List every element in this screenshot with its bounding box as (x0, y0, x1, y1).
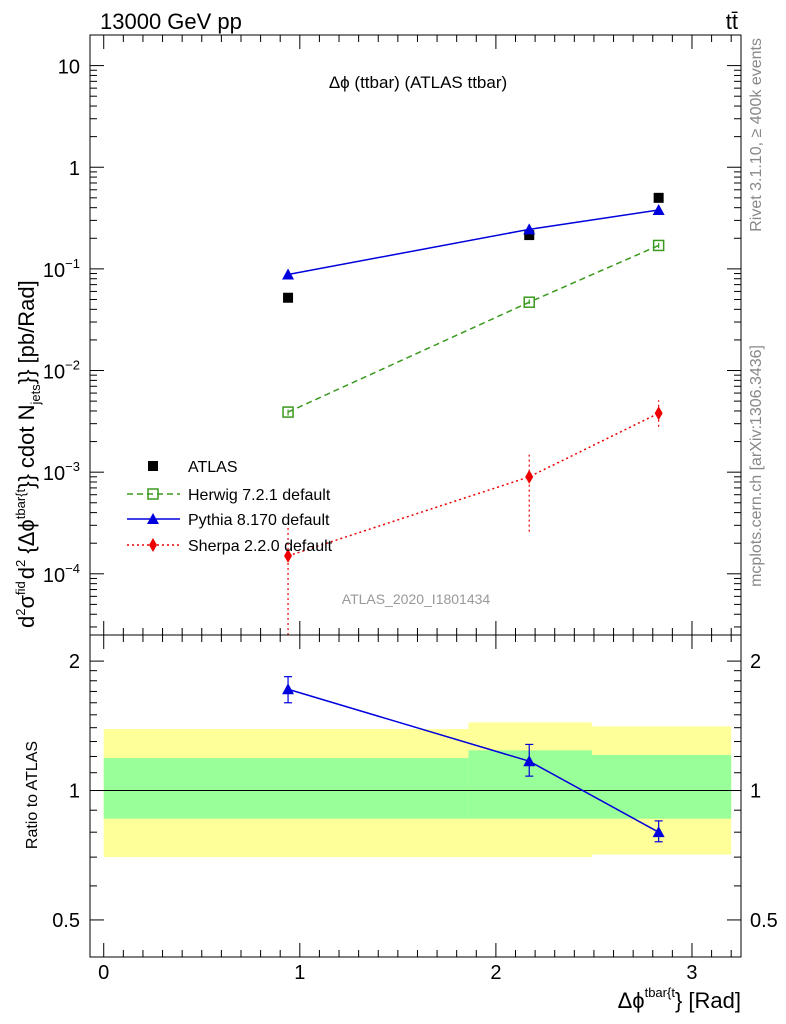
ylabel-brace: {Δϕ (14, 519, 39, 559)
y-tick-base: 10 (43, 463, 65, 485)
analysis-watermark: ATLAS_2020_I1801434 (342, 591, 491, 607)
ratio-y-tick-label: 0.5 (52, 910, 80, 932)
data-point (282, 406, 294, 418)
chart-title: Δϕ (ttbar) (ATLAS ttbar) (329, 73, 507, 92)
legend-marker (149, 538, 157, 552)
main-series (282, 192, 665, 635)
legend-label: Sherpa 2.2.0 default (188, 538, 333, 555)
ylabel-jets: jets (28, 384, 43, 406)
legend-marker (148, 461, 158, 471)
x-tick-label: 0 (98, 962, 109, 984)
main-y-axis-label: d2σfidd2 {Δϕtbar{t}} cdot Njets}} [pb/Ra… (13, 280, 43, 628)
mcplots-label: mcplots.cern.ch [arXiv:1306.3436] (748, 345, 765, 587)
data-point (282, 683, 295, 695)
legend-item: Herwig 7.2.1 default (127, 487, 331, 504)
y-tick-label: 10−3 (43, 459, 80, 485)
legend-item: ATLAS (148, 459, 238, 476)
legend-label: Herwig 7.2.1 default (188, 487, 331, 504)
legend-label: Pythia 8.170 default (188, 512, 330, 529)
ratio-bands (103, 722, 732, 858)
xlabel-delta: Δϕ (618, 988, 645, 1013)
data-point (652, 239, 665, 252)
ratio-y-tick-label-right: 0.5 (750, 910, 778, 932)
ratio-axis-ticks: 0.5 0.5 1 1 2 2 0 1 2 3 (52, 635, 778, 984)
data-point (652, 203, 665, 215)
uncertainty-band-inner (103, 758, 469, 819)
legend: ATLAS Herwig 7.2.1 default Pythia 8.170 de… (127, 459, 333, 555)
series-open-square (282, 239, 665, 418)
ratio-y-tick-label-right: 1 (750, 781, 761, 803)
legend-marker (147, 513, 159, 524)
ratio-series (282, 676, 665, 843)
ratio-y-tick-label: 2 (69, 651, 80, 673)
legend-item: Sherpa 2.2.0 default (127, 538, 333, 555)
data-point (524, 230, 535, 241)
ratio-y-tick-label: 1 (69, 781, 80, 803)
ylabel-tbar: tbar{t (13, 488, 28, 519)
process-label: tt̄ (726, 9, 738, 34)
x-tick-label: 1 (294, 962, 305, 984)
ylabel-sup2a: 2 (13, 609, 28, 616)
x-axis-label: Δϕtbar{t} [Rad] (618, 985, 741, 1013)
ylabel-d1: d (14, 616, 39, 628)
y-tick-base: 10 (58, 57, 80, 79)
data-point (525, 469, 534, 484)
ratio-y-tick-label-right: 2 (750, 651, 761, 673)
xlabel-sup: tbar{t (645, 985, 676, 1000)
data-point (523, 296, 535, 308)
y-tick-base: 1 (69, 158, 80, 180)
ylabel-d2: d (14, 567, 39, 579)
ylabel-sigma: σ (14, 595, 39, 609)
data-point (523, 755, 536, 767)
legend-item: Pythia 8.170 default (127, 512, 330, 529)
data-point (654, 406, 663, 421)
y-tick-exp: −1 (65, 256, 80, 271)
data-point (284, 548, 293, 563)
data-point (653, 192, 664, 203)
uncertainty-band-inner (591, 754, 732, 819)
y-tick-exp: −4 (65, 561, 80, 576)
x-tick-label: 2 (490, 962, 501, 984)
ylabel-unit: }} [pb/Rad] (14, 280, 39, 384)
ratio-series-triangle (282, 676, 665, 843)
data-point (282, 268, 295, 280)
y-tick-base: 10 (43, 260, 65, 282)
series-diamond (284, 400, 663, 635)
xlabel-rest: } [Rad] (675, 988, 741, 1013)
y-tick-exp: −3 (65, 459, 80, 474)
data-point (652, 826, 665, 838)
ylabel-sup2b: 2 (13, 560, 28, 567)
y-tick-label: 10−1 (43, 256, 80, 282)
y-tick-label: 10−2 (43, 358, 80, 384)
x-tick-label: 3 (686, 962, 697, 984)
ylabel-fid: fid (13, 581, 28, 595)
data-point (523, 223, 536, 235)
legend-marker (147, 488, 159, 500)
y-tick-exp: −2 (65, 358, 80, 373)
y-tick-base: 10 (43, 362, 65, 384)
ratio-y-axis-label: Ratio to ATLAS (24, 741, 41, 849)
energy-label: 13000 GeV pp (100, 9, 242, 34)
y-tick-base: 10 (43, 565, 65, 587)
series-triangle (282, 203, 665, 280)
y-tick-label: 1 (69, 158, 80, 180)
data-point (283, 292, 294, 303)
ylabel-cdot: }} cdot N (14, 404, 39, 488)
ratio-plot-frame (89, 634, 742, 958)
y-tick-label: 10 (58, 57, 80, 79)
y-tick-label: 10−4 (43, 561, 80, 587)
main-plot-frame (89, 34, 742, 636)
legend-label: ATLAS (188, 459, 238, 476)
series-square (283, 192, 664, 303)
rivet-label: Rivet 3.1.10, ≥ 400k events (748, 38, 765, 232)
ratio-panel: 0.5 0.5 1 1 2 2 0 1 2 3 Ratio to ATLAS Δϕtbar{t} … (24, 634, 778, 1013)
